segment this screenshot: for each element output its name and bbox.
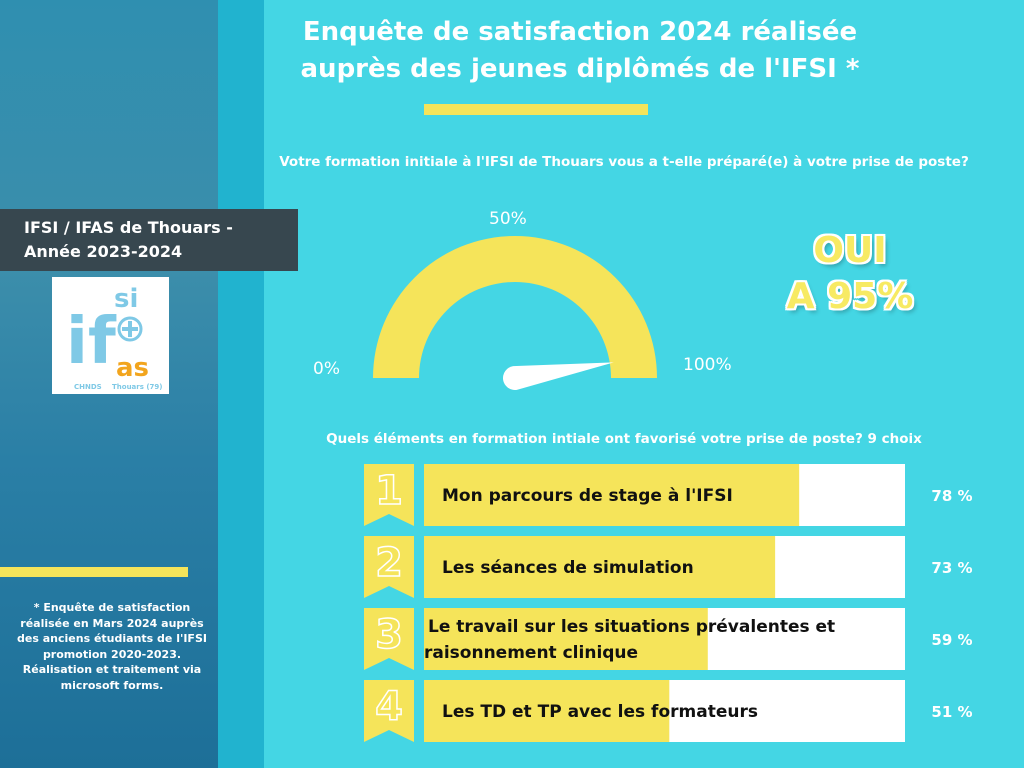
page-title: Enquête de satisfaction 2024 réalisée au… xyxy=(240,14,920,88)
footnote: * Enquête de satisfaction réalisée en Ma… xyxy=(17,601,207,692)
bar xyxy=(424,680,670,742)
logo-cross-horizontal xyxy=(122,327,138,331)
rank-number: 3 xyxy=(375,612,403,658)
gauge-label-min: 0% xyxy=(313,359,340,379)
logo-si: si xyxy=(114,284,138,314)
question-2: Quels éléments en formation intiale ont … xyxy=(326,431,922,447)
org-line-1: IFSI / IFAS de Thouars - xyxy=(24,218,233,237)
bar-category-label: Les séances de simulation xyxy=(442,558,694,578)
bar-value-label: 59 % xyxy=(931,631,972,649)
rank-number: 4 xyxy=(375,684,403,730)
gauge-needle xyxy=(502,362,614,390)
rank-ribbon xyxy=(364,536,414,598)
gauge-chart xyxy=(373,236,657,390)
gauge-highlight-line-2: A 95% xyxy=(786,276,914,317)
gauge-highlight: OUI A 95% xyxy=(770,228,930,320)
question-1: Votre formation initiale à l'IFSI de Tho… xyxy=(279,154,969,170)
bar-category-label: Les TD et TP avec les formateurs xyxy=(442,702,758,722)
title-underline xyxy=(424,104,648,115)
gauge-arc xyxy=(373,236,657,378)
bar xyxy=(424,608,708,670)
ifsi-logo: if si as CHNDS Thouars (79) xyxy=(52,277,169,394)
bar-value-label: 73 % xyxy=(931,559,972,577)
ifsi-logo-graphic: if si as CHNDS Thouars (79) xyxy=(66,284,162,391)
rank-ribbon xyxy=(364,608,414,670)
bar xyxy=(424,536,776,598)
org-line-2: Année 2023-2024 xyxy=(24,242,183,261)
title-line-2: auprès des jeunes diplômés de l'IFSI * xyxy=(300,54,860,84)
rank-number: 2 xyxy=(375,540,403,586)
rank-ribbon xyxy=(364,464,414,526)
title-line-1: Enquête de satisfaction 2024 réalisée xyxy=(302,17,858,47)
rank-number: 1 xyxy=(375,468,403,514)
bar xyxy=(424,464,800,526)
logo-as: as xyxy=(116,353,149,383)
logo-thouars: Thouars (79) xyxy=(112,383,162,391)
bar-value-label: 78 % xyxy=(931,487,972,505)
rank-ribbon xyxy=(364,680,414,742)
bar-category-label: raisonnement clinique xyxy=(424,643,638,663)
logo-chnds: CHNDS xyxy=(74,383,102,391)
gauge-label-max: 100% xyxy=(683,355,732,375)
bar-category-label: Mon parcours de stage à l'IFSI xyxy=(442,486,733,506)
bar-category-label: Le travail sur les situations prévalente… xyxy=(428,617,835,637)
gauge-label-mid: 50% xyxy=(489,209,527,229)
logo-if: if xyxy=(66,305,117,379)
gauge-highlight-line-1: OUI xyxy=(813,230,887,271)
org-label-box: IFSI / IFAS de Thouars - Année 2023-2024 xyxy=(0,209,298,271)
left-decorative-stripe xyxy=(218,0,264,768)
bar-value-label: 51 % xyxy=(931,703,972,721)
footnote-accent-bar xyxy=(0,567,188,577)
